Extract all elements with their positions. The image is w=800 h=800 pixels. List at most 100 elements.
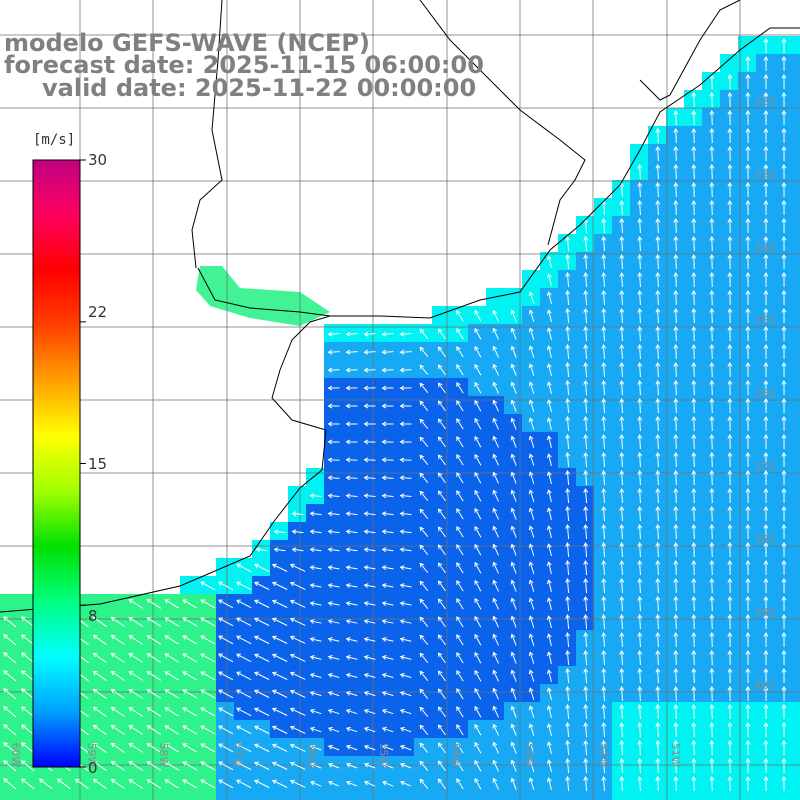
wind-speed-cell [738,738,757,757]
wind-arrow [437,778,446,790]
wind-arrow [345,726,358,733]
wind-arrow [565,470,571,486]
wind-arrow [218,689,234,699]
wind-speed-cell [756,414,775,433]
wind-arrow [691,542,697,558]
wind-speed-cell [360,576,379,595]
wind-arrow [437,634,446,646]
wind-arrow [492,489,499,502]
wind-arrow [655,740,661,756]
wind-arrow [745,110,751,126]
wind-arrow [745,416,751,432]
wind-arrow [565,704,571,720]
wind-arrow [528,381,535,394]
wind-arrow [92,778,107,789]
wind-arrow [20,688,35,700]
wind-speed-cell [648,612,667,631]
wind-speed-cell [702,306,721,325]
wind-arrow [399,421,412,427]
wind-speed-cell [288,486,307,505]
wind-arrow [781,236,787,252]
wind-arrow [673,506,679,522]
wind-arrow [20,724,35,736]
wind-arrow [254,779,270,789]
wind-arrow [727,326,733,342]
wind-arrow [763,704,769,720]
wind-speed-cell [702,288,721,307]
wind-arrow [601,452,607,468]
wind-speed-cell [396,342,415,361]
wind-speed-cell [774,648,793,667]
wind-arrow [546,777,552,790]
wind-arrow [419,508,429,519]
wind-arrow [709,398,715,414]
wind-speed-cell [576,648,595,667]
wind-speed-cell [360,378,379,397]
wind-arrow [381,583,394,589]
wind-arrow [255,547,268,553]
wind-arrow [745,308,751,324]
wind-speed-cell [684,270,703,289]
wind-arrow [399,331,412,337]
wind-speed-cell [342,792,361,800]
wind-arrow [182,707,198,717]
wind-speed-cell [756,432,775,451]
wind-speed-cell [702,234,721,253]
wind-arrow [363,385,376,391]
wind-speed-cell [702,414,721,433]
wind-speed-cell [792,180,800,199]
wind-arrow [345,762,358,769]
wind-arrow [763,506,769,522]
wind-arrow [456,346,464,358]
wind-arrow [437,670,446,682]
wind-arrow [546,705,552,718]
wind-arrow [781,38,787,54]
wind-speed-cell [738,648,757,667]
wind-arrow [619,416,625,432]
wind-speed-cell [684,522,703,541]
wind-arrow [619,578,625,594]
wind-speed-cell [630,576,649,595]
wind-arrow [200,779,216,789]
wind-arrow [709,650,715,666]
wind-arrow [745,344,751,360]
wind-arrow [691,416,697,432]
wind-arrow [182,725,198,735]
wind-speed-cell [684,288,703,307]
wind-arrow [727,722,733,738]
wind-speed-cell [720,522,739,541]
wind-arrow [727,434,733,450]
wind-speed-cell [576,360,595,379]
wind-arrow [655,668,661,684]
wind-arrow [510,759,517,772]
wind-arrow [164,779,180,789]
wind-arrow [583,632,589,648]
wind-speed-cell [540,792,559,800]
wind-speed-cell [648,774,667,793]
wind-speed-cell [666,288,685,307]
wind-speed-cell [666,306,685,325]
wind-arrow [510,669,517,682]
wind-arrow [182,779,198,789]
wind-arrow [637,380,643,396]
wind-arrow [419,328,429,339]
wind-arrow [419,346,429,357]
wind-arrow [673,704,679,720]
wind-arrow [691,236,697,252]
wind-speed-cell [684,486,703,505]
wind-arrow [727,128,733,144]
wind-speed-cell [576,720,595,739]
wind-speed-cell [738,504,757,523]
wind-speed-cell [792,252,800,271]
wind-arrow [437,652,446,664]
wind-arrow [691,650,697,666]
wind-arrow [781,434,787,450]
wind-arrow [528,741,535,754]
wind-speed-cell [324,360,343,379]
wind-arrow [474,705,482,718]
wind-speed-cell [666,720,685,739]
wind-arrow [709,614,715,630]
wind-arrow [781,326,787,342]
wind-arrow [474,381,482,394]
wind-arrow [363,511,376,517]
